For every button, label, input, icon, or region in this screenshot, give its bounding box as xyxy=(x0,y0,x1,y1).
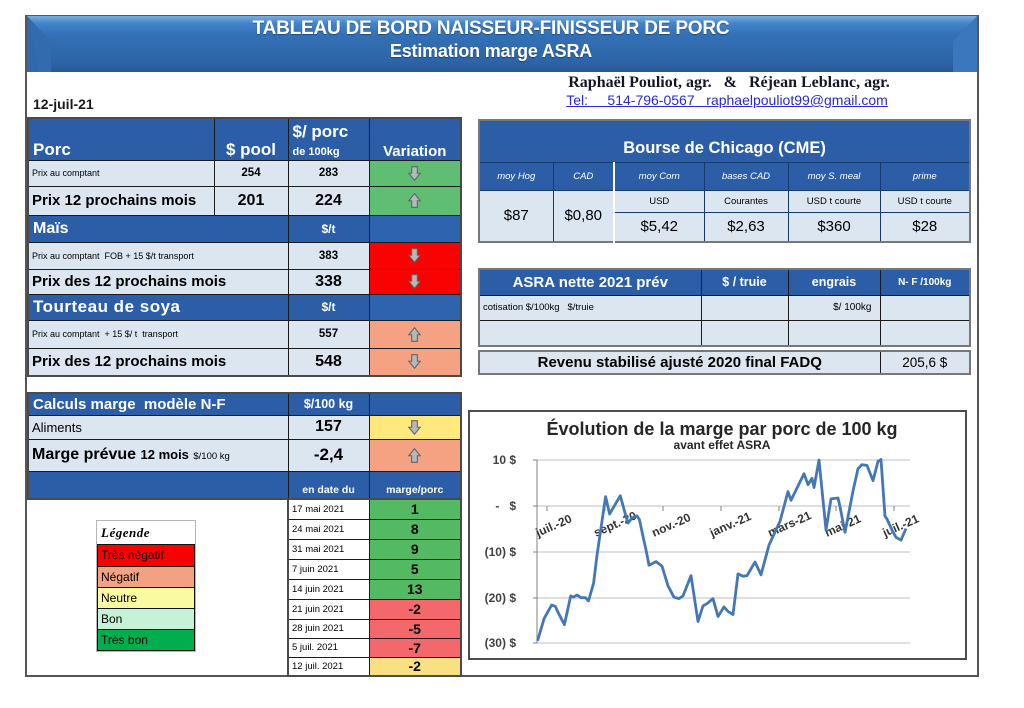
svg-text:10 $: 10 $ xyxy=(493,453,517,467)
svg-text:- $: - $ xyxy=(495,499,516,513)
svg-text:Évolution de la marge par porc: Évolution de la marge par porc de 100 kg xyxy=(546,418,897,439)
svg-text:juil.-20: juil.-20 xyxy=(533,511,575,540)
svg-text:(20) $: (20) $ xyxy=(485,591,517,605)
svg-text:(30) $: (30) $ xyxy=(485,636,517,650)
svg-text:(10) $: (10) $ xyxy=(485,545,517,559)
svg-text:avant effet ASRA: avant effet ASRA xyxy=(674,438,771,452)
svg-text:nov.-20: nov.-20 xyxy=(650,510,694,540)
svg-text:janv.-21: janv.-21 xyxy=(707,509,754,540)
